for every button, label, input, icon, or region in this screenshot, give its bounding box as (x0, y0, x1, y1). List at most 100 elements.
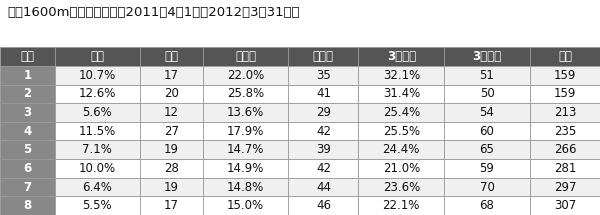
Text: 159: 159 (554, 87, 576, 100)
Text: 5.5%: 5.5% (83, 199, 112, 212)
Text: 59: 59 (479, 162, 494, 175)
Bar (140, 84, 203, 103)
Bar (55, 66, 140, 84)
Bar (0, 178, 55, 196)
Bar (289, 196, 358, 215)
Text: 22.0%: 22.0% (227, 69, 264, 82)
Text: 24.4%: 24.4% (383, 143, 420, 156)
Text: 川崎1600mの枠番別成績（2011年4月1日～2012年3月31日）: 川崎1600mの枠番別成績（2011年4月1日～2012年3月31日） (7, 6, 300, 19)
Text: 13.6%: 13.6% (227, 106, 264, 119)
Bar (0, 47, 55, 66)
Text: 14.7%: 14.7% (227, 143, 264, 156)
Text: 307: 307 (554, 199, 576, 212)
Text: 54: 54 (479, 106, 494, 119)
Text: 70: 70 (479, 181, 494, 194)
Text: 159: 159 (554, 69, 576, 82)
Text: 14.8%: 14.8% (227, 181, 264, 194)
Bar (530, 47, 600, 66)
Text: 27: 27 (164, 125, 179, 138)
Bar (55, 103, 140, 122)
Bar (444, 84, 530, 103)
Text: 6.4%: 6.4% (82, 181, 112, 194)
Bar (358, 103, 444, 122)
Text: 44: 44 (316, 181, 331, 194)
Text: 勝率: 勝率 (91, 50, 104, 63)
Bar (55, 122, 140, 140)
Text: 6: 6 (23, 162, 31, 175)
Bar (289, 84, 358, 103)
Bar (530, 122, 600, 140)
Text: 4: 4 (23, 125, 31, 138)
Bar (140, 140, 203, 159)
Text: 25.5%: 25.5% (383, 125, 420, 138)
Text: 46: 46 (316, 199, 331, 212)
Bar (444, 47, 530, 66)
Bar (140, 159, 203, 178)
Bar (358, 159, 444, 178)
Text: 7.1%: 7.1% (82, 143, 112, 156)
Bar (140, 47, 203, 66)
Bar (289, 122, 358, 140)
Bar (530, 178, 600, 196)
Bar (0, 140, 55, 159)
Text: 7: 7 (23, 181, 31, 194)
Bar (358, 66, 444, 84)
Bar (358, 122, 444, 140)
Bar (140, 103, 203, 122)
Bar (203, 196, 289, 215)
Text: 19: 19 (164, 181, 179, 194)
Bar (203, 159, 289, 178)
Bar (0, 159, 55, 178)
Text: 281: 281 (554, 162, 576, 175)
Bar (203, 140, 289, 159)
Text: 3: 3 (23, 106, 31, 119)
Bar (55, 178, 140, 196)
Bar (530, 140, 600, 159)
Bar (0, 122, 55, 140)
Text: 11.5%: 11.5% (79, 125, 116, 138)
Bar (358, 47, 444, 66)
Text: 21.0%: 21.0% (383, 162, 420, 175)
Text: 32.1%: 32.1% (383, 69, 420, 82)
Bar (140, 196, 203, 215)
Bar (530, 103, 600, 122)
Text: 勝数: 勝数 (164, 50, 178, 63)
Text: 3着内率: 3着内率 (387, 50, 416, 63)
Text: 39: 39 (316, 143, 331, 156)
Text: 12.6%: 12.6% (79, 87, 116, 100)
Text: 10.7%: 10.7% (79, 69, 116, 82)
Bar (55, 84, 140, 103)
Bar (140, 178, 203, 196)
Bar (444, 66, 530, 84)
Text: 297: 297 (554, 181, 576, 194)
Text: 41: 41 (316, 87, 331, 100)
Bar (289, 140, 358, 159)
Bar (203, 47, 289, 66)
Bar (55, 47, 140, 66)
Text: 5.6%: 5.6% (83, 106, 112, 119)
Text: 50: 50 (479, 87, 494, 100)
Text: 連対数: 連対数 (313, 50, 334, 63)
Text: 5: 5 (23, 143, 31, 156)
Text: 28: 28 (164, 162, 179, 175)
Bar (203, 122, 289, 140)
Bar (358, 140, 444, 159)
Text: 68: 68 (479, 199, 494, 212)
Text: 15.0%: 15.0% (227, 199, 264, 212)
Bar (0, 84, 55, 103)
Text: 25.4%: 25.4% (383, 106, 420, 119)
Bar (0, 196, 55, 215)
Text: 1: 1 (23, 69, 31, 82)
Bar (289, 159, 358, 178)
Bar (140, 122, 203, 140)
Text: 22.1%: 22.1% (383, 199, 420, 212)
Text: 8: 8 (23, 199, 31, 212)
Text: 14.9%: 14.9% (227, 162, 264, 175)
Bar (203, 103, 289, 122)
Bar (444, 103, 530, 122)
Bar (444, 122, 530, 140)
Text: 25.8%: 25.8% (227, 87, 264, 100)
Text: 20: 20 (164, 87, 179, 100)
Bar (203, 66, 289, 84)
Bar (530, 196, 600, 215)
